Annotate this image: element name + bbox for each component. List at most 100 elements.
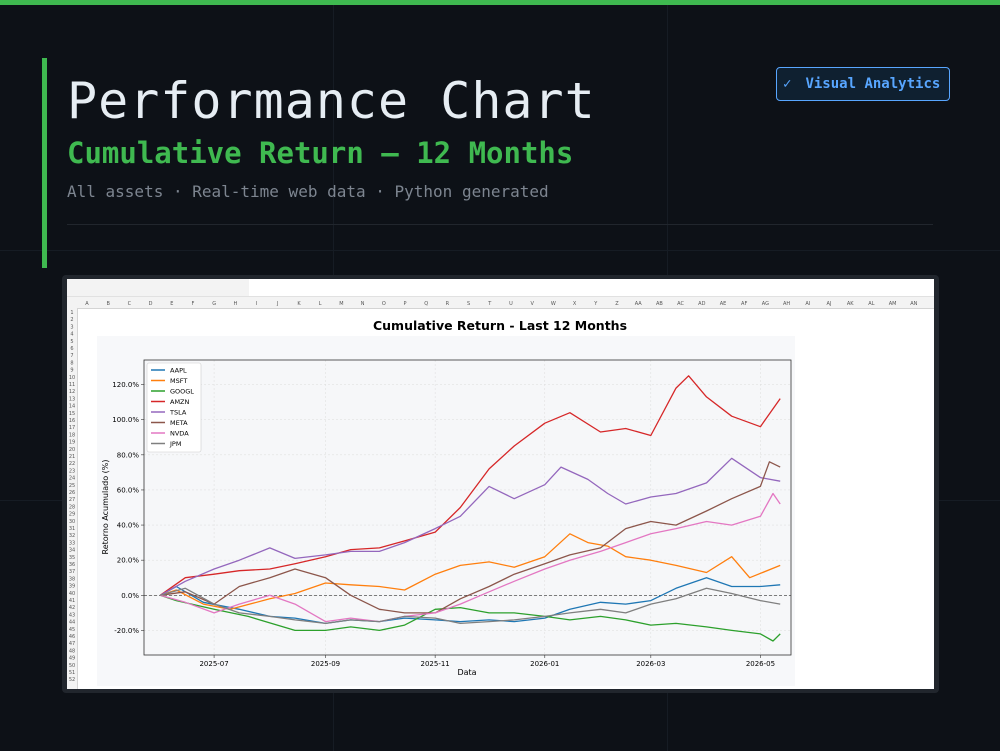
column-header-label: A (85, 301, 89, 307)
row-header-label: 34 (69, 548, 75, 554)
column-header-label: S (467, 301, 470, 307)
row-header-label: 21 (69, 454, 75, 460)
column-header-label: W (551, 301, 556, 307)
y-axis-label: Retorno Acumulado (%) (101, 460, 110, 555)
row-header-label: 23 (69, 468, 75, 474)
top-accent-bar (0, 0, 1000, 5)
row-header-label: 31 (69, 526, 75, 532)
chart-title: Cumulative Return - Last 12 Months (373, 318, 627, 333)
column-header-label: O (382, 301, 386, 307)
column-header-label: M (339, 301, 343, 307)
column-header-label: AC (677, 301, 684, 307)
column-header-label: AK (847, 301, 854, 307)
row-header-label: 47 (69, 641, 75, 647)
x-tick-label: 2026-01 (530, 660, 559, 668)
x-axis-ticks: 2025-07 2025-09 2025-11 2026-01 2026-03 2026-… (199, 655, 775, 668)
column-header-label: AD (698, 301, 705, 307)
row-header-label: 6 (70, 346, 73, 352)
column-header-label: E (170, 301, 173, 307)
x-tick-label: 2025-09 (311, 660, 340, 668)
background-grid-line (0, 250, 1000, 251)
y-tick-label: 80.0% (117, 451, 140, 459)
column-header-label: L (319, 301, 322, 307)
plot-frame (143, 359, 792, 656)
x-tick-label: 2025-07 (199, 660, 228, 668)
column-header-label: T (487, 301, 492, 307)
legend-label-amzn: AMZN (170, 398, 190, 406)
page-title: Performance Chart (67, 72, 596, 130)
x-tick-label: 2026-03 (636, 660, 665, 668)
row-header-label: 27 (69, 497, 75, 503)
column-header-label: R (446, 301, 450, 307)
plot-area (144, 360, 791, 655)
row-header-label: 52 (69, 677, 75, 683)
row-header-label: 25 (69, 483, 75, 489)
row-header-label: 45 (69, 627, 75, 633)
column-header-label: D (149, 301, 153, 307)
row-header-label: 32 (69, 533, 75, 539)
row-header-label: 9 (70, 368, 73, 374)
row-header-label: 8 (70, 360, 73, 366)
column-header-label: C (128, 301, 132, 307)
column-header-label: AJ (827, 301, 832, 307)
column-header-label: B (106, 301, 110, 307)
row-header-label: 28 (69, 504, 75, 510)
column-header-label: AG (762, 301, 769, 307)
x-axis-label: Data (457, 668, 476, 677)
row-header-label: 50 (69, 663, 75, 669)
column-header-label: Q (424, 301, 428, 307)
column-headers: A B C D E F G H I J K L M N O P Q R S T U V W X Y Z AA AB AC AD AE AF AG… (85, 301, 917, 307)
row-header-label: 49 (69, 656, 75, 662)
y-tick-label: 0.0% (121, 592, 139, 600)
sheet-toolbar (67, 279, 934, 297)
row-header-label: 37 (69, 569, 75, 575)
row-header-label: 19 (69, 440, 75, 446)
y-tick-label: 40.0% (117, 522, 140, 530)
page-meta: All assets · Real-time web data · Python… (67, 182, 549, 201)
row-header-label: 7 (70, 353, 73, 359)
column-header-label: AA (635, 301, 643, 307)
series-line-nvda (160, 492, 781, 623)
series-line-meta (160, 461, 781, 614)
column-header-label: J (276, 301, 278, 307)
row-header-label: 10 (69, 375, 75, 381)
column-header-label: AH (783, 301, 790, 307)
column-header-label: F (192, 301, 195, 307)
row-header-label: 2 (70, 317, 73, 323)
y-tick-label: 60.0% (117, 486, 140, 494)
y-tick-label: 20.0% (117, 557, 140, 565)
row-header-label: 39 (69, 584, 75, 590)
legend-label-jpm: JPM (169, 440, 181, 448)
legend-label-tsla: TSLA (169, 408, 187, 416)
row-header-label: 15 (69, 411, 75, 417)
column-header-label: N (361, 301, 365, 307)
column-header-label: AI (805, 301, 810, 307)
column-header-label: G (212, 301, 216, 307)
column-header-label: H (234, 301, 238, 307)
row-header-label: 12 (69, 389, 75, 395)
row-header-label: 26 (69, 490, 75, 496)
row-header-label: 33 (69, 540, 75, 546)
row-header-label: 48 (69, 648, 75, 654)
row-header-label: 4 (70, 332, 73, 338)
legend-label-meta: META (170, 419, 188, 427)
legend-label-msft: MSFT (170, 377, 187, 385)
page-subtitle: Cumulative Return — 12 Months (67, 136, 574, 170)
row-header-label: 30 (69, 519, 75, 525)
legend-label-googl: GOOGL (170, 387, 194, 395)
legend-label-aapl: AAPL (170, 366, 187, 374)
x-tick-label: 2026-05 (746, 660, 775, 668)
series-line-amzn (159, 375, 781, 596)
column-header-label: AL (868, 301, 874, 307)
badge-label: Visual Analytics (805, 76, 941, 92)
column-header-bar (67, 297, 934, 309)
row-header-label: 29 (69, 512, 75, 518)
row-header-label: 16 (69, 418, 75, 424)
column-header-label: AB (656, 301, 663, 307)
legend-label-nvda: NVDA (170, 429, 189, 437)
row-header-label: 11 (69, 382, 75, 388)
row-header-label: 1 (70, 310, 73, 316)
y-tick-label: 100.0% (112, 416, 139, 424)
row-header-label: 44 (69, 620, 75, 626)
row-header-label: 51 (69, 670, 75, 676)
